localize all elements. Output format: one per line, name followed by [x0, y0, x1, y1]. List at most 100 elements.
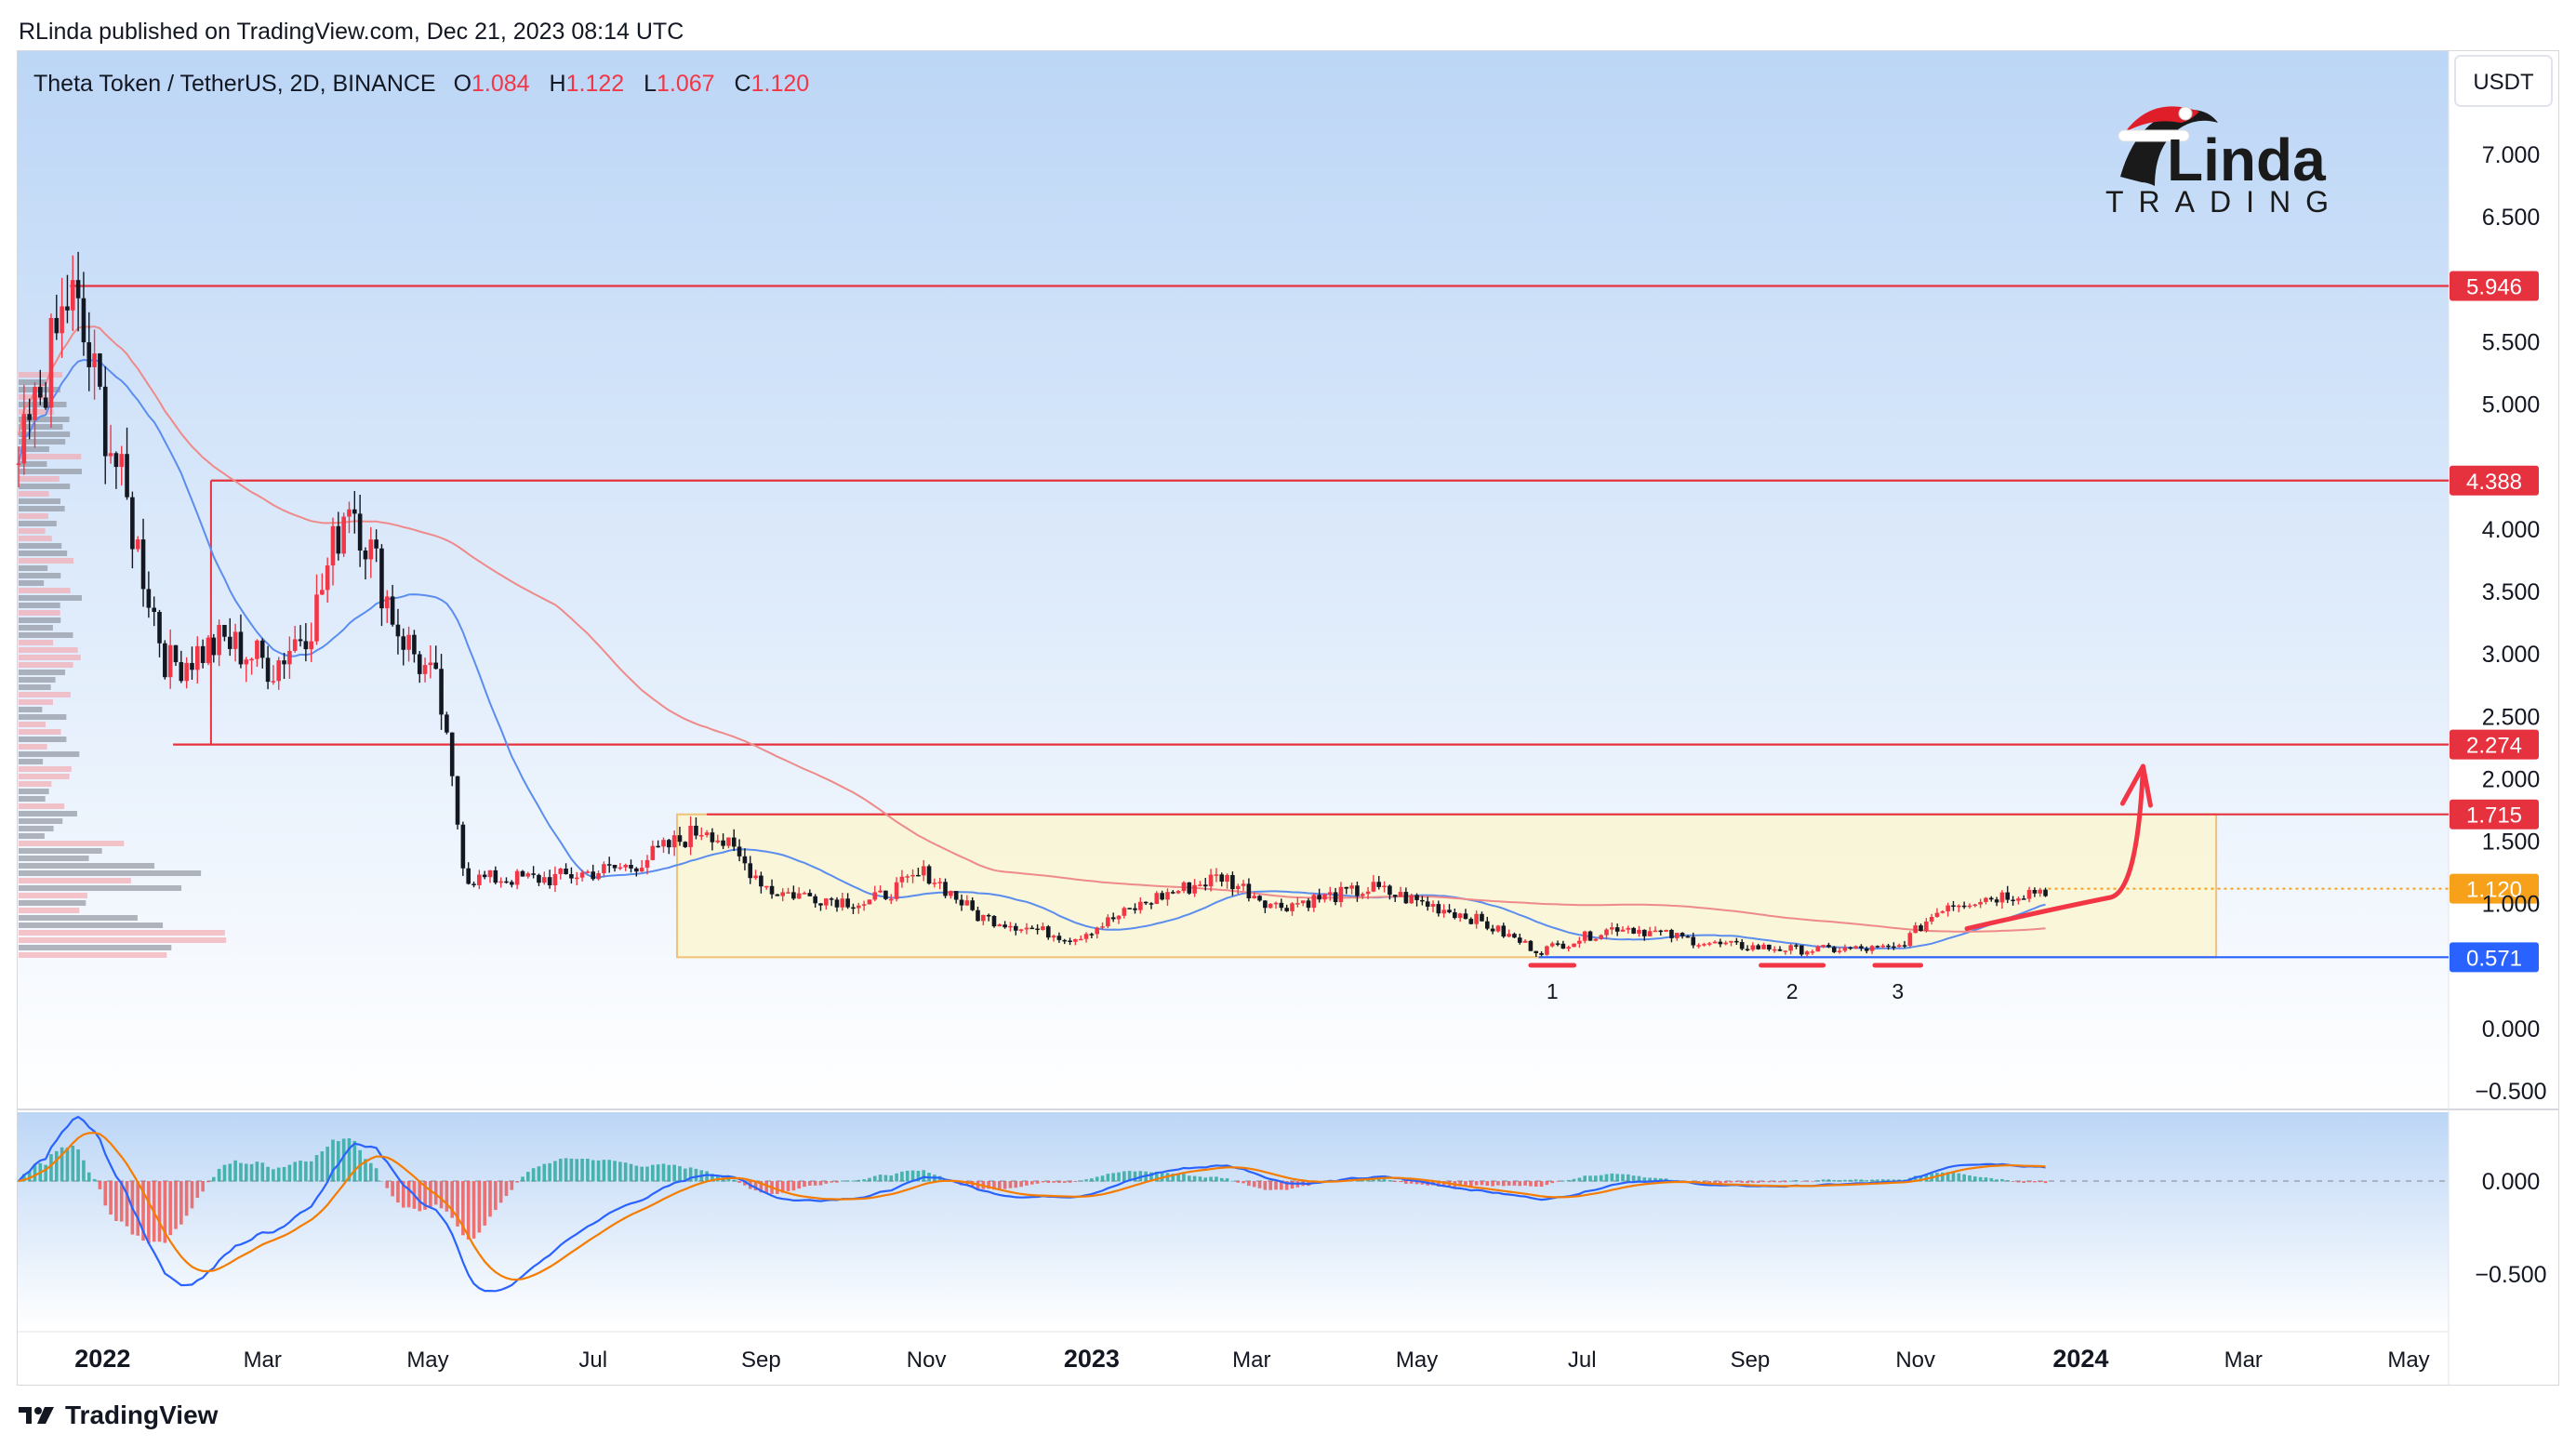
macd-histogram-bar [98, 1181, 102, 1189]
macd-histogram-bar [1491, 1181, 1494, 1187]
macd-histogram-bar [1111, 1173, 1115, 1182]
horizontal-levels: 5.946 4.388 2.274 1.715 0.571 1.120 [70, 271, 2539, 973]
candle-body [1892, 946, 1896, 949]
macd-histogram-bar [1035, 1181, 1040, 1184]
volume-profile-bar [19, 528, 46, 534]
candle-body [1122, 908, 1127, 916]
macd-histogram-bar [732, 1179, 737, 1182]
candle-body [1235, 885, 1241, 890]
candle-body [1083, 934, 1089, 939]
macd-histogram-bar [206, 1181, 210, 1183]
candle-body [1290, 903, 1295, 911]
candle-body [1143, 901, 1149, 904]
candle-body [737, 846, 742, 856]
macd-histogram-bar [992, 1181, 996, 1190]
macd-histogram-bar [2022, 1181, 2026, 1184]
candle-body [1534, 950, 1539, 954]
macd-histogram-bar [1382, 1178, 1387, 1182]
y-tick-label: 7.000 [2482, 142, 2541, 168]
macd-histogram-bar [1989, 1177, 1994, 1182]
volume-profile-bar [19, 826, 54, 831]
candle-body [721, 840, 725, 846]
candle-body [60, 306, 64, 334]
volume-profile-bar [19, 476, 60, 482]
candle-body [547, 877, 552, 885]
currency-button[interactable]: USDT [2454, 55, 2553, 107]
macd-histogram-bar [201, 1181, 205, 1192]
projection-arrow-line [2107, 763, 2145, 900]
candle-body [1252, 896, 1257, 898]
y-tick-label: 4.000 [2482, 517, 2541, 543]
candle-body [1003, 924, 1007, 928]
candle-body [964, 900, 970, 906]
candle-body [1604, 929, 1609, 936]
volume-profile-bar [19, 692, 71, 697]
candle-body [731, 837, 737, 847]
x-tick-label: Sep [1731, 1347, 1771, 1373]
macd-histogram-bar [694, 1168, 698, 1182]
trend-underline [1964, 895, 2113, 932]
candle-body [1522, 940, 1528, 943]
candle-body [455, 776, 460, 825]
macd-histogram-bar [1919, 1175, 1923, 1182]
candle-body [1637, 929, 1641, 934]
macd-histogram-bar [33, 1164, 37, 1182]
volume-profile-bar [19, 588, 71, 593]
macd-histogram-bar [190, 1181, 194, 1209]
macd-histogram-bar [1972, 1176, 1977, 1182]
candle-body [1706, 943, 1712, 945]
macd-histogram-bar [1723, 1181, 1728, 1184]
macd-histogram-bar [49, 1154, 53, 1182]
macd-histogram-bar [304, 1161, 308, 1182]
time-axis: 2022 Mar May Jul Sep Nov 2023 Mar May Jul Sep Nov 20… [74, 1345, 2429, 1373]
macd-histogram-bar [299, 1161, 302, 1182]
macd-histogram-bar [114, 1181, 118, 1221]
candle-body [1414, 895, 1419, 900]
macd-histogram-bar [1968, 1175, 1972, 1182]
volume-profile-bar [19, 737, 67, 742]
candle-body [829, 898, 834, 900]
macd-histogram-bar [1642, 1177, 1647, 1182]
macd-histogram-bar [255, 1162, 259, 1182]
candle-body [883, 890, 888, 899]
level-price-label-bg [2450, 465, 2539, 496]
macd-histogram-bar [385, 1181, 390, 1188]
candle-body [1365, 891, 1371, 895]
macd-histogram-bar [1225, 1178, 1229, 1182]
macd-histogram-bar [667, 1164, 671, 1182]
macd-histogram-bar [845, 1180, 850, 1182]
candle-body [1610, 927, 1614, 930]
candle-body [1344, 886, 1349, 889]
macd-histogram-bar [586, 1158, 590, 1182]
candle-body [1647, 931, 1653, 936]
macd-histogram-bar [803, 1181, 806, 1188]
candle-body [510, 882, 514, 885]
volume-profile-bar [19, 573, 61, 578]
consolidation-range-box [676, 813, 2218, 959]
candle-body [477, 874, 482, 885]
macd-histogram-bar [439, 1181, 444, 1209]
candle-body [520, 870, 525, 877]
volume-profile-bar [19, 424, 63, 430]
macd-histogram-bar [1155, 1172, 1159, 1182]
candle-body [211, 637, 217, 656]
candle-body [184, 662, 189, 682]
macd-histogram-bar [813, 1181, 817, 1186]
macd-histogram-bar [272, 1169, 275, 1182]
candle-body [1593, 938, 1599, 941]
macd-histogram-bar [1480, 1181, 1484, 1186]
candle-body [336, 525, 341, 554]
macd-histogram-bar [1046, 1181, 1051, 1183]
macd-histogram-bar [553, 1161, 557, 1182]
macd-histogram-bar [1041, 1181, 1045, 1183]
macd-histogram-bar [168, 1181, 172, 1236]
candle-body [417, 654, 422, 674]
candle-body [671, 835, 677, 848]
candle-body [612, 865, 617, 869]
macd-histogram-bar [1561, 1180, 1565, 1182]
candle-body [932, 883, 937, 884]
fast-moving-average-line [18, 358, 2046, 950]
macd-histogram-bar [531, 1168, 536, 1182]
candle-body [1051, 936, 1056, 938]
